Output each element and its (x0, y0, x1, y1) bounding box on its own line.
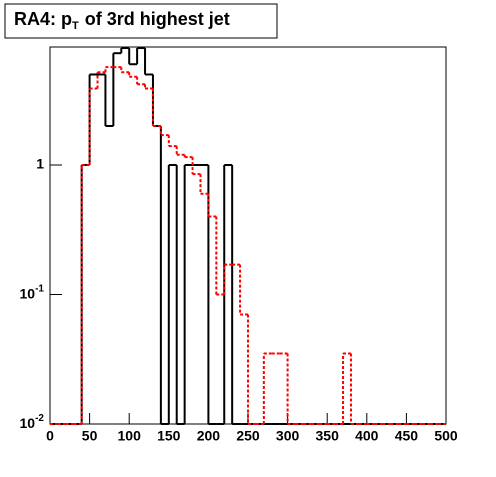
title-subscript: T (72, 20, 79, 32)
title-text: RA4: p (14, 9, 72, 29)
chart-title: RA4: pT of 3rd highest jet (14, 9, 230, 32)
x-tick-label: 300 (276, 428, 300, 444)
y-tick-base: 10 (20, 415, 36, 431)
y-tick-label: 10-1 (20, 283, 45, 301)
x-tick-label: 0 (46, 428, 54, 444)
y-tick-exponent: -1 (35, 283, 44, 294)
x-tick-label: 200 (197, 428, 221, 444)
y-tick-exponent: -2 (35, 413, 44, 424)
x-tick-label: 150 (157, 428, 181, 444)
y-tick-label: 10-2 (20, 413, 45, 431)
y-tick-label: 1 (36, 156, 44, 172)
x-tick-label: 250 (236, 428, 260, 444)
x-tick-label: 450 (395, 428, 419, 444)
x-tick-label: 500 (434, 428, 458, 444)
x-tick-label: 350 (316, 428, 340, 444)
x-tick-label: 50 (82, 428, 98, 444)
x-tick-label: 100 (118, 428, 142, 444)
y-tick-base: 10 (20, 285, 36, 301)
title-rest: of 3rd highest jet (85, 9, 230, 29)
x-tick-label: 400 (355, 428, 379, 444)
title-box (4, 3, 278, 39)
